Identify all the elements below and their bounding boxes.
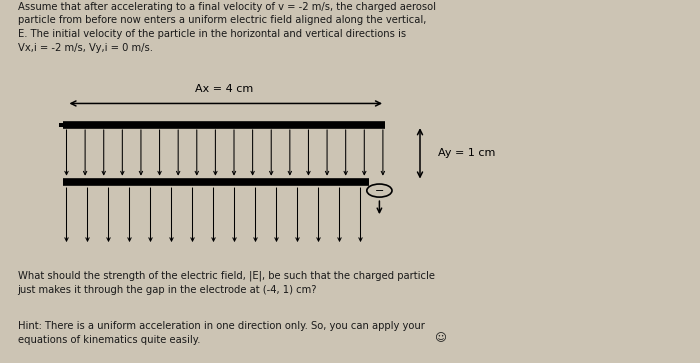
Text: What should the strength of the electric field, |E|, be such that the charged pa: What should the strength of the electric…: [18, 270, 435, 294]
Text: Ax = 4 cm: Ax = 4 cm: [195, 84, 253, 94]
Text: Ay = 1 cm: Ay = 1 cm: [438, 148, 495, 158]
Text: Hint: There is a uniform acceleration in one direction only. So, you can apply y: Hint: There is a uniform acceleration in…: [18, 321, 424, 345]
Text: Assume that after accelerating to a final velocity of v = -2 m/s, the charged ae: Assume that after accelerating to a fina…: [18, 2, 435, 53]
Text: ☺: ☺: [435, 333, 447, 343]
Text: −: −: [374, 185, 384, 196]
FancyBboxPatch shape: [59, 123, 67, 127]
